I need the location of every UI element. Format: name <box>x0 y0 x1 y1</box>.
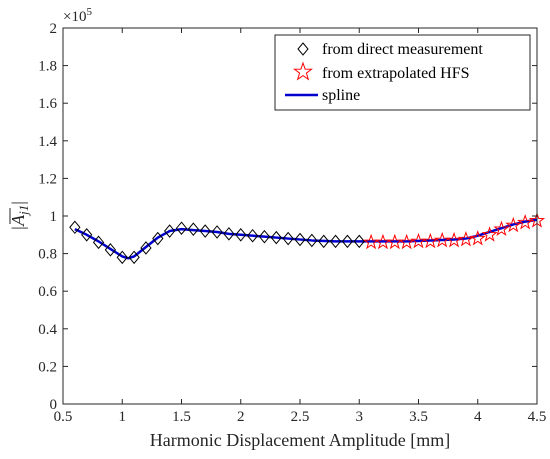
direct-measurement-point-3 <box>104 243 117 257</box>
direct-measurement-point-15 <box>246 228 259 243</box>
direct-measurement-point-11 <box>199 224 211 238</box>
y-tick-label-2: 0.4 <box>38 322 57 338</box>
extrapolated-hfs-point-3 <box>398 233 415 250</box>
direct-measurement-point-22 <box>329 234 342 249</box>
legend-star-marker <box>292 61 314 81</box>
direct-measurement-point-21 <box>318 234 330 249</box>
x-tick-label-5: 3 <box>356 409 364 425</box>
direct-measurement-point-12 <box>211 225 223 239</box>
extrapolated-hfs-point-5 <box>422 232 439 249</box>
x-tick-label-8: 4.5 <box>528 409 547 425</box>
legend-box <box>274 34 531 111</box>
y-tick-label-0: 0 <box>50 397 58 413</box>
legend-label-direct: from direct measurement <box>322 41 483 58</box>
legend-diamond-marker <box>297 42 309 56</box>
direct-measurement-point-2 <box>92 235 105 250</box>
y-tick-label-4: 0.8 <box>38 247 57 263</box>
legend: from direct measurement from extrapolate… <box>274 34 531 111</box>
y-tick-label-7: 1.4 <box>38 134 57 150</box>
direct-measurement-point-8 <box>163 224 176 238</box>
direct-measurement-point-24 <box>353 234 365 249</box>
direct-measurement-point-9 <box>175 221 188 236</box>
direct-measurement-point-6 <box>140 241 152 255</box>
y-tick-label-6: 1.2 <box>38 171 57 187</box>
direct-measurement-point-23 <box>341 234 354 249</box>
direct-measurement-point-5 <box>128 250 140 265</box>
direct-measurement-point-7 <box>152 231 164 246</box>
svg-text:|Aj1|: |Aj1| <box>8 201 31 231</box>
x-axis-label: Harmonic Displacement Amplitude [mm] <box>150 430 450 450</box>
direct-measurement-point-4 <box>116 250 128 265</box>
legend-label-spline: spline <box>322 87 360 104</box>
extrapolated-hfs-point-13 <box>517 214 534 230</box>
direct-measurement-point-13 <box>223 227 235 241</box>
y-tick-label-8: 1.6 <box>38 96 57 112</box>
y-tick-label-1: 0.2 <box>38 359 57 375</box>
x-tick-label-6: 3.5 <box>409 409 428 425</box>
y-tick-label-9: 1.8 <box>38 59 57 75</box>
x-tick-label-1: 1 <box>119 409 127 425</box>
direct-measurement-point-16 <box>258 229 271 244</box>
direct-measurement-point-14 <box>235 228 247 242</box>
direct-measurement-point-10 <box>187 222 200 236</box>
y-tick-label-3: 0.6 <box>38 284 57 300</box>
x-tick-label-7: 4 <box>474 409 482 425</box>
x-tick-label-3: 2 <box>237 409 245 425</box>
y-tick-label-5: 1 <box>50 209 58 225</box>
direct-measurement-point-17 <box>270 230 282 245</box>
y-axis-label: |Aj1| <box>8 201 31 231</box>
extrapolated-hfs-point-9 <box>469 230 486 246</box>
extrapolated-hfs-point-8 <box>457 230 475 247</box>
direct-measurement-point-1 <box>81 228 93 242</box>
legend-label-hfs: from extrapolated HFS <box>322 65 470 82</box>
direct-measurement-point-0 <box>69 220 81 235</box>
extrapolated-hfs-point-11 <box>493 220 510 237</box>
y-exponent: ×105 <box>63 6 92 25</box>
x-tick-label-0: 0.5 <box>54 409 73 425</box>
direct-measurement-point-18 <box>282 231 294 246</box>
extrapolated-hfs-point-10 <box>481 226 498 242</box>
y-tick-label-10: 2 <box>50 21 58 37</box>
direct-measurement-point-19 <box>294 232 306 247</box>
x-tick-label-2: 1.5 <box>172 409 191 425</box>
x-tick-label-4: 2.5 <box>291 409 310 425</box>
extrapolated-hfs-point-7 <box>445 231 463 248</box>
extrapolated-hfs-point-12 <box>505 216 522 233</box>
direct-measurement-point-20 <box>306 233 318 248</box>
